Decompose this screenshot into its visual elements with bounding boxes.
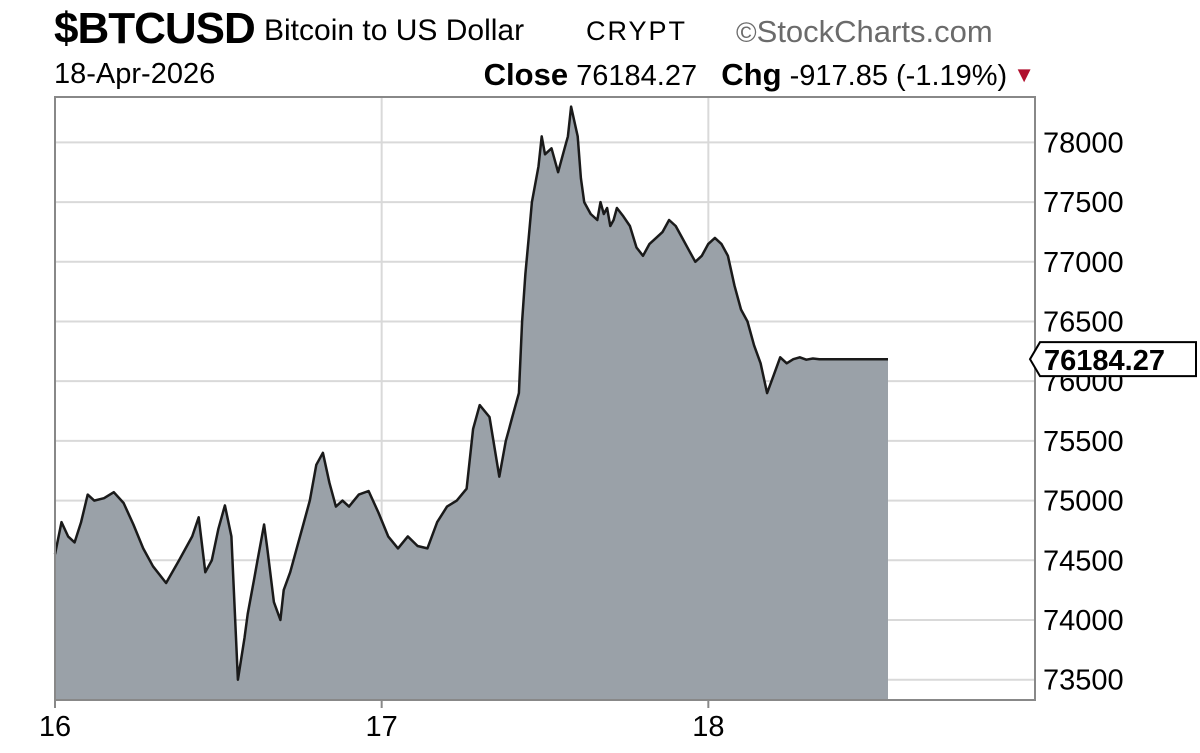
change-label: Chg <box>721 57 782 92</box>
plot-frame <box>54 96 1036 701</box>
quote-date: 18-Apr-2026 <box>54 58 216 90</box>
y-axis: 7350074000745007500075500760007650077000… <box>1043 127 1124 696</box>
brand-logo: ©StockCharts.com <box>736 14 993 50</box>
price-area <box>55 106 888 701</box>
ticker-symbol: $BTCUSD <box>54 4 256 53</box>
change-value: -917.85 (-1.19%) <box>789 60 1008 92</box>
close-value: 76184.27 <box>576 60 698 92</box>
x-tick-label: 17 <box>366 711 398 743</box>
brand-name: StockCharts.com <box>756 14 993 49</box>
y-tick-label: 73500 <box>1043 665 1124 697</box>
y-tick-label: 75000 <box>1043 486 1124 518</box>
y-tick-label: 74500 <box>1043 545 1124 577</box>
last-price-box <box>1028 341 1197 378</box>
company-name: Bitcoin to US Dollar <box>264 14 525 47</box>
quote-summary: Close 76184.27 Chg -917.85 (-1.19%) ▼ <box>484 57 1035 93</box>
y-tick-label: 77000 <box>1043 247 1124 279</box>
exchange-label: CRYPT <box>586 16 688 46</box>
y-tick-label: 75500 <box>1043 426 1124 458</box>
y-tick-label: 76500 <box>1043 306 1124 338</box>
copyright-icon: © <box>736 17 757 48</box>
x-axis: 16 17 18 <box>39 700 724 743</box>
last-price-label: 76184.27 <box>1044 345 1165 377</box>
x-tick-label: 18 <box>692 711 724 743</box>
close-label: Close <box>483 57 569 92</box>
down-arrow-icon: ▼ <box>1013 62 1035 87</box>
y-tick-label: 74000 <box>1043 605 1124 637</box>
x-tick-label: 16 <box>39 711 71 743</box>
price-line <box>53 105 888 681</box>
y-tick-label: 78000 <box>1043 127 1124 159</box>
last-price-marker: 76184.27 <box>1028 341 1197 378</box>
y-tick-label: 77500 <box>1043 187 1124 219</box>
